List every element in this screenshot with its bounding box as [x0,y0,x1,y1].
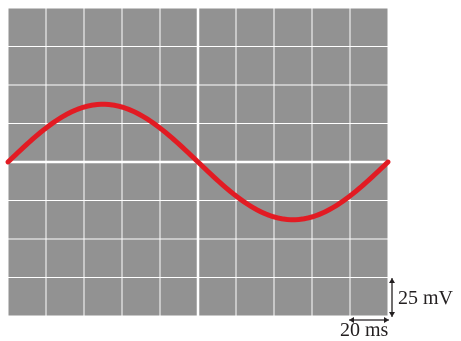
time-per-div-marker [349,317,389,323]
volts-per-div-marker [389,278,395,317]
volts-per-div-label: 25 mV [398,287,453,309]
time-per-div-label: 20 ms [340,319,389,341]
sine-trace [5,101,391,223]
